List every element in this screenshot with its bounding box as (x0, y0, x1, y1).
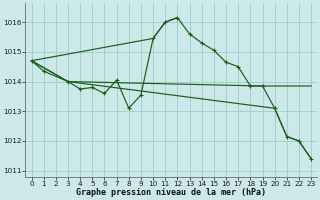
X-axis label: Graphe pression niveau de la mer (hPa): Graphe pression niveau de la mer (hPa) (76, 188, 266, 197)
